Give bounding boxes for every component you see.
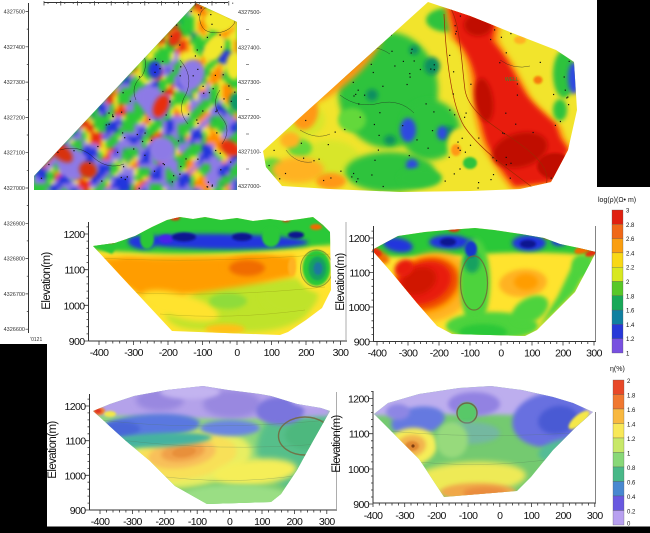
svg-text:Elevation(m): Elevation(m) [335,253,347,311]
svg-text:100: 100 [264,347,280,359]
svg-text:900: 900 [69,336,85,348]
svg-text:-100: -100 [459,510,478,522]
svg-text:4327300: 4327300 [4,80,25,86]
svg-text:1.8: 1.8 [627,394,636,400]
svg-text:4326800: 4326800 [4,257,25,263]
svg-text:900: 900 [353,499,369,511]
svg-text:1.4: 1.4 [626,323,635,329]
svg-text:4327400: 4327400 [4,45,25,51]
svg-text:100: 100 [524,510,540,522]
svg-text:300: 300 [319,516,335,528]
svg-text:ʻ0121: ʻ0121 [30,336,42,343]
svg-text:-200: -200 [155,516,174,528]
svg-text:900: 900 [354,337,370,349]
svg-text:1100: 1100 [64,265,85,277]
svg-text:2.2: 2.2 [626,266,635,272]
svg-text:0: 0 [234,347,240,359]
svg-text:200: 200 [298,347,314,359]
svg-text:4327200-: 4327200- [238,115,261,121]
svg-text:-300: -300 [399,348,418,360]
svg-text:-200: -200 [159,347,178,359]
svg-text:-400: -400 [368,348,387,360]
svg-text:4327100: 4327100 [4,151,25,157]
svg-text:100: 100 [524,348,540,360]
svg-text:1200: 1200 [349,233,371,245]
svg-text:300: 300 [586,348,602,360]
svg-text:2: 2 [627,379,631,385]
svg-text:1200: 1200 [64,229,86,241]
svg-text:1.8: 1.8 [626,294,635,300]
svg-text:2.4: 2.4 [626,251,635,257]
svg-text:1100: 1100 [349,268,370,280]
svg-text:1000: 1000 [64,300,86,312]
svg-text:4326700: 4326700 [4,292,25,298]
svg-text:100: 100 [254,516,270,528]
svg-text:2: 2 [626,280,630,286]
svg-text:200: 200 [555,510,571,522]
svg-text:-300: -300 [124,347,143,359]
svg-text:300: 300 [587,510,603,522]
svg-text:300: 300 [333,347,349,359]
svg-text:1.6: 1.6 [626,309,635,315]
svg-text:-200: -200 [430,348,449,360]
svg-text:-300: -300 [123,516,142,528]
svg-text:-400: -400 [90,347,109,359]
svg-text:-100: -100 [193,347,212,359]
svg-text:4326900: 4326900 [4,221,25,227]
svg-text:0: 0 [227,516,233,528]
svg-text:2.6: 2.6 [626,237,635,243]
svg-text:4327200: 4327200 [4,115,25,121]
svg-text:1200: 1200 [65,401,87,413]
svg-text:1000: 1000 [65,470,87,482]
svg-text:4327300-: 4327300- [238,80,261,86]
svg-text:-100: -100 [461,348,480,360]
svg-text:1100: 1100 [349,429,370,441]
svg-text:4327500: 4327500 [4,10,25,16]
svg-text:3: 3 [626,209,630,215]
svg-text:WELL: WELL [505,77,519,83]
svg-text:-400: -400 [364,510,383,522]
svg-text:4327500-: 4327500- [238,10,261,16]
svg-text:Elevation(m): Elevation(m) [47,421,59,479]
svg-text:1: 1 [627,452,631,458]
svg-text:200: 200 [555,348,571,360]
svg-text:0.2: 0.2 [627,510,636,516]
svg-text:1: 1 [626,352,630,358]
svg-text:900: 900 [70,505,86,517]
svg-text:1.2: 1.2 [627,437,636,443]
svg-text:2.8: 2.8 [626,223,635,229]
svg-text:1200: 1200 [348,394,370,406]
svg-text:0.4: 0.4 [627,495,636,501]
svg-text:4326600: 4326600 [4,327,25,333]
svg-text:0: 0 [498,348,504,360]
svg-text:1100: 1100 [65,436,86,448]
svg-text:log(ρ)(Ω• m): log(ρ)(Ω• m) [598,197,636,204]
svg-text:4327000: 4327000 [4,186,25,192]
svg-text:4327000-: 4327000- [238,184,261,190]
svg-text:0.8: 0.8 [627,466,636,472]
svg-text:-400: -400 [91,516,110,528]
svg-text:-300: -300 [395,510,414,522]
svg-text:1.2: 1.2 [626,337,635,343]
svg-text:-200: -200 [427,510,446,522]
svg-text:0: 0 [497,510,503,522]
svg-text:η(%): η(%) [610,366,625,373]
svg-text:-100: -100 [188,516,207,528]
svg-text:200: 200 [287,516,303,528]
svg-text:0: 0 [627,522,631,528]
svg-text:0.6: 0.6 [627,481,636,487]
svg-text:4327100-: 4327100- [238,150,261,156]
svg-text:1000: 1000 [348,464,370,476]
svg-text:1.6: 1.6 [627,408,636,414]
svg-text:4327400-: 4327400- [238,46,261,52]
svg-text:Elevation(m): Elevation(m) [41,252,53,310]
svg-text:Elevation(m): Elevation(m) [331,415,343,473]
svg-text:1.4: 1.4 [627,423,636,429]
svg-text:1000: 1000 [349,302,371,314]
